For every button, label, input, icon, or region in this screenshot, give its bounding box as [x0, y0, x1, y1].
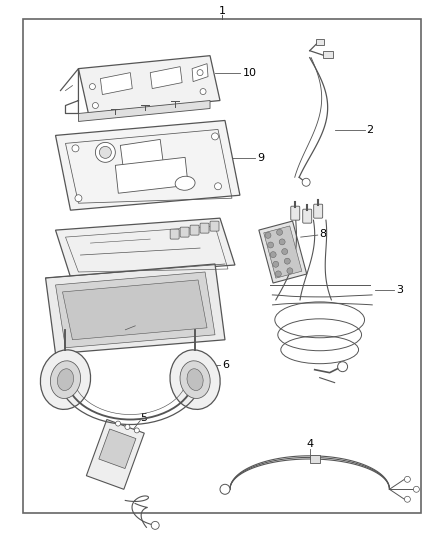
Text: 10: 10 [243, 68, 257, 78]
Text: 5: 5 [140, 413, 147, 423]
Polygon shape [86, 419, 144, 489]
Circle shape [151, 521, 159, 529]
Ellipse shape [50, 361, 81, 399]
Polygon shape [150, 67, 182, 88]
Circle shape [338, 362, 348, 372]
FancyBboxPatch shape [210, 221, 219, 231]
Circle shape [276, 229, 283, 235]
Text: 7: 7 [202, 315, 209, 325]
Polygon shape [56, 120, 240, 210]
Text: 6: 6 [222, 360, 229, 370]
FancyBboxPatch shape [170, 229, 179, 239]
FancyBboxPatch shape [200, 223, 209, 233]
Circle shape [282, 248, 288, 255]
Text: 9: 9 [257, 154, 264, 163]
Circle shape [212, 133, 219, 140]
Ellipse shape [170, 350, 220, 409]
Polygon shape [259, 221, 307, 283]
Circle shape [92, 102, 99, 109]
Polygon shape [99, 429, 136, 469]
Polygon shape [56, 218, 235, 277]
Ellipse shape [57, 369, 74, 391]
Ellipse shape [175, 176, 195, 190]
Circle shape [270, 252, 276, 257]
Circle shape [265, 232, 271, 238]
Circle shape [404, 477, 410, 482]
Circle shape [302, 178, 310, 186]
Circle shape [284, 258, 290, 264]
Ellipse shape [180, 361, 210, 399]
Circle shape [273, 261, 279, 267]
Polygon shape [264, 226, 302, 278]
Circle shape [99, 147, 111, 158]
Circle shape [287, 268, 293, 274]
FancyBboxPatch shape [316, 39, 324, 45]
Circle shape [134, 428, 139, 433]
Circle shape [215, 183, 222, 190]
Polygon shape [78, 101, 210, 122]
Polygon shape [56, 272, 215, 348]
Text: 4: 4 [306, 439, 313, 449]
Polygon shape [115, 157, 188, 193]
Polygon shape [78, 55, 220, 114]
Circle shape [95, 142, 115, 163]
Circle shape [75, 195, 82, 201]
Ellipse shape [40, 350, 91, 409]
Circle shape [200, 88, 206, 94]
Polygon shape [192, 63, 208, 82]
Circle shape [413, 486, 419, 492]
FancyBboxPatch shape [190, 225, 199, 235]
Circle shape [279, 239, 285, 245]
Polygon shape [63, 280, 207, 340]
Text: 8: 8 [320, 229, 327, 239]
Circle shape [89, 84, 95, 90]
Circle shape [197, 70, 203, 76]
Text: 2: 2 [367, 125, 374, 135]
Bar [310, 455, 320, 463]
FancyBboxPatch shape [291, 206, 300, 220]
Text: 1: 1 [219, 6, 226, 16]
Polygon shape [120, 140, 163, 168]
Polygon shape [100, 72, 132, 94]
Ellipse shape [187, 369, 203, 391]
FancyBboxPatch shape [323, 51, 332, 58]
FancyBboxPatch shape [180, 227, 189, 237]
FancyBboxPatch shape [303, 209, 312, 223]
Circle shape [116, 421, 120, 426]
Circle shape [268, 242, 274, 248]
Circle shape [72, 145, 79, 152]
Circle shape [125, 424, 130, 430]
FancyBboxPatch shape [314, 204, 323, 218]
Circle shape [220, 484, 230, 494]
Polygon shape [46, 264, 225, 354]
Circle shape [404, 496, 410, 502]
Circle shape [276, 271, 281, 277]
Text: 3: 3 [396, 285, 403, 295]
